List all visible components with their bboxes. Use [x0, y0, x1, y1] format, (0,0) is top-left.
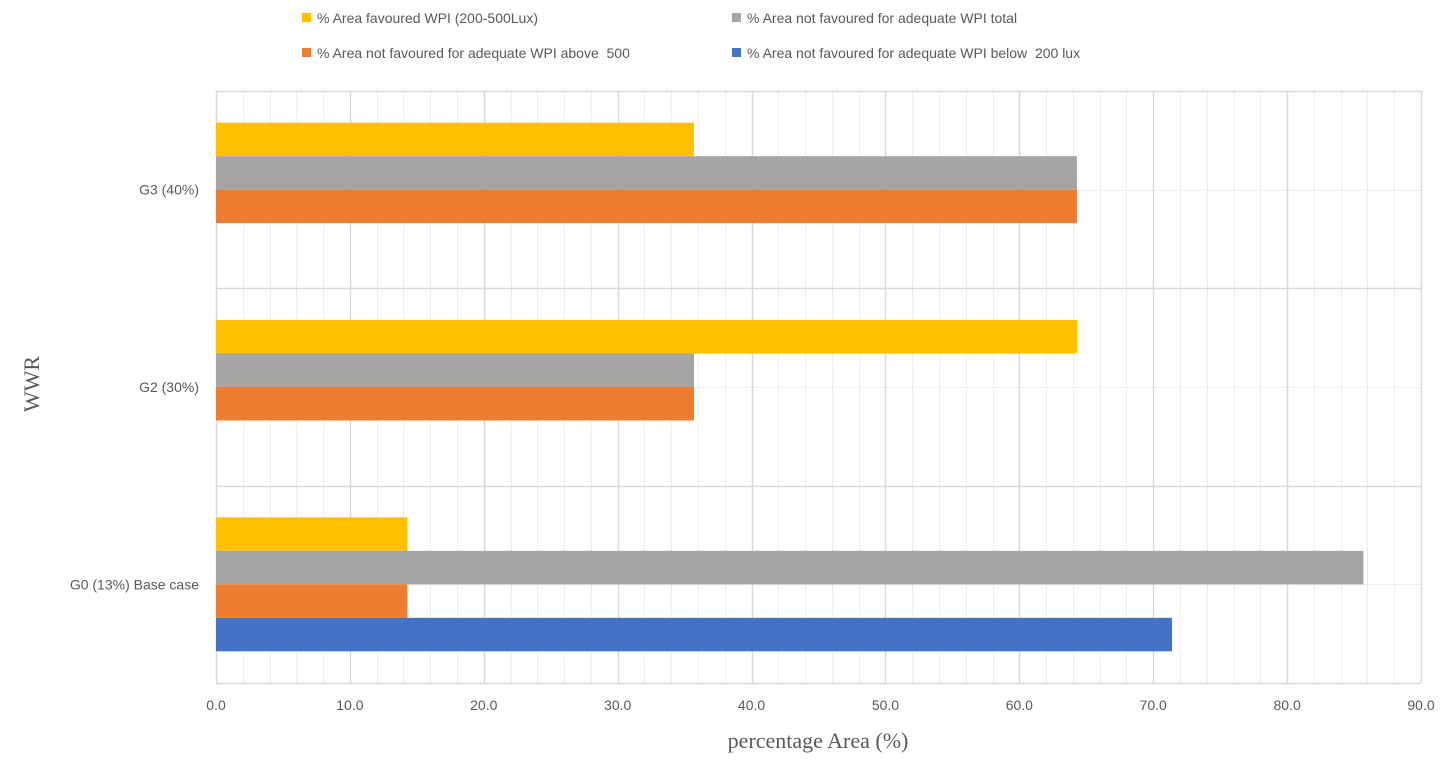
legend-label: % Area not favoured for adequate WPI abo… — [317, 45, 630, 61]
x-tick-label: 50.0 — [872, 697, 899, 713]
bar — [216, 189, 1077, 224]
y-axis-title: WWR — [19, 356, 44, 413]
bar — [216, 550, 1364, 585]
bar — [216, 387, 694, 421]
bar — [216, 320, 1077, 354]
x-axis-title: percentage Area (%) — [728, 728, 909, 753]
x-tick-label: 60.0 — [1006, 697, 1033, 713]
legend-label: % Area not favoured for adequate WPI bel… — [747, 45, 1080, 61]
x-tick-label: 20.0 — [470, 697, 497, 713]
legend-label: % Area not favoured for adequate WPI tot… — [747, 10, 1017, 26]
x-tick-label: 70.0 — [1140, 697, 1167, 713]
x-tick-label: 40.0 — [738, 697, 765, 713]
x-tick-label: 80.0 — [1273, 697, 1300, 713]
x-tick-label: 0.0 — [206, 697, 226, 713]
x-tick-label: 90.0 — [1407, 697, 1434, 713]
bar — [216, 617, 1172, 652]
bar — [216, 122, 694, 157]
legend: % Area favoured WPI (200-500Lux) % Area n… — [302, 10, 1080, 61]
legend-swatch — [302, 13, 311, 22]
legend-label: % Area favoured WPI (200-500Lux) — [317, 10, 538, 26]
category-label: G3 (40%) — [139, 182, 199, 198]
x-tick-labels: 0.0 10.0 20.0 30.0 40.0 50.0 60.0 70.0 80.0 90.0 — [206, 697, 1435, 713]
bar — [216, 353, 694, 387]
bars — [216, 122, 1364, 652]
bar — [216, 584, 408, 618]
bar — [216, 517, 408, 551]
legend-swatch — [302, 48, 311, 57]
category-label: G2 (30%) — [139, 379, 199, 395]
category-labels: G3 (40%) G2 (30%) G0 (13%) Base case — [70, 182, 199, 593]
x-tick-label: 30.0 — [604, 697, 631, 713]
legend-swatch — [732, 13, 741, 22]
x-tick-label: 10.0 — [336, 697, 363, 713]
bar — [216, 156, 1077, 190]
category-label: G0 (13%) Base case — [70, 576, 199, 592]
legend-swatch — [732, 48, 741, 57]
